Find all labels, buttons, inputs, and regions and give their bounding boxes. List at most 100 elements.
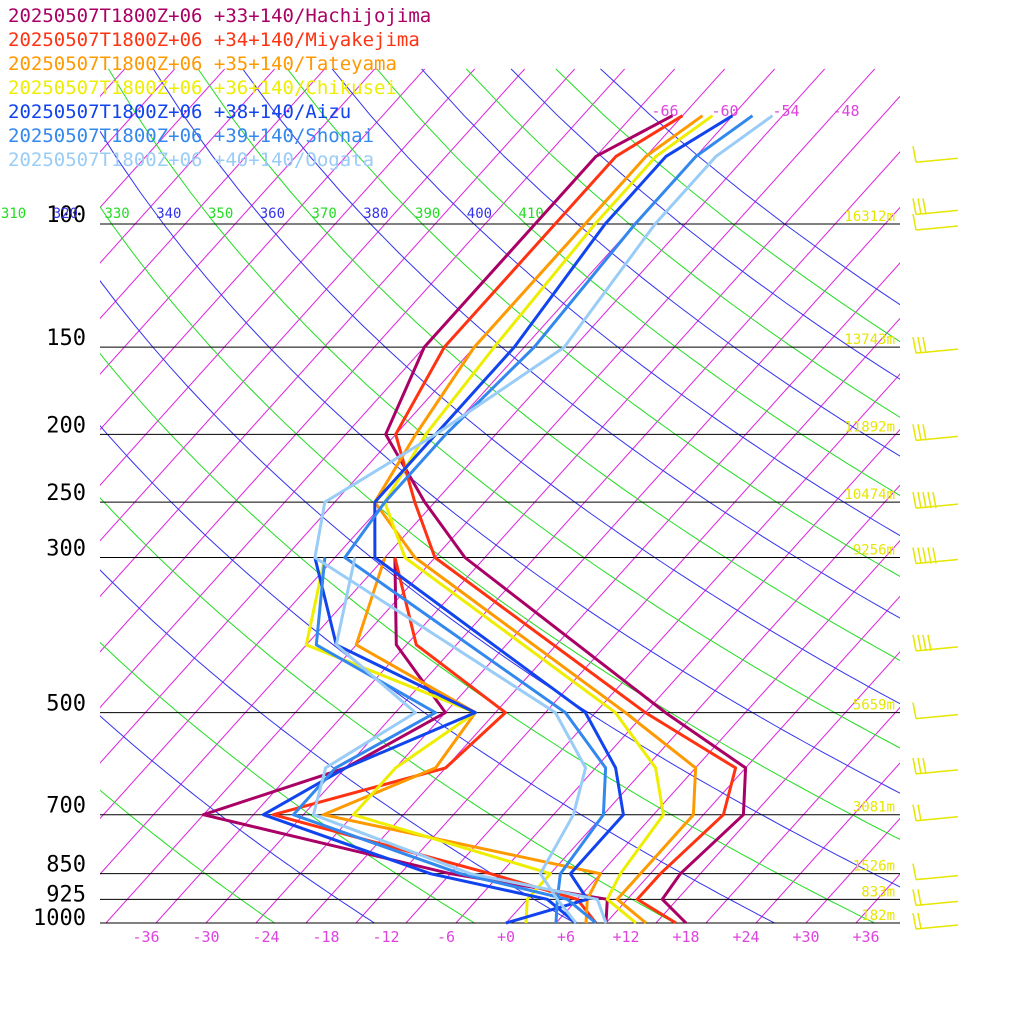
wind-barb-shaft (915, 503, 959, 509)
height-label: 1526m (853, 859, 895, 875)
isotherm-line (0, 69, 25, 923)
theta-label: 400 (467, 206, 492, 222)
isotherm-line (100, 68, 826, 875)
pressure-label: 700 (46, 794, 86, 819)
dry-adiabat-line (197, 68, 900, 662)
isotherm-line (100, 68, 426, 431)
isotherm-line (105, 68, 876, 923)
temperature-tick-label: -18 (312, 928, 339, 946)
temperature-profile-line (394, 114, 738, 925)
height-label: 833m (861, 884, 895, 900)
isotherm-line (805, 817, 900, 923)
wind-barb-shaft (915, 558, 959, 565)
wind-barb-shaft (915, 225, 959, 231)
wind-barb-flag (917, 547, 922, 564)
wind-barb-flag (922, 492, 927, 509)
isotherm-line (405, 373, 900, 923)
wind-barb-flag (912, 146, 917, 163)
wind-barb-flag (917, 634, 922, 651)
isotherm-line (100, 68, 576, 598)
theta-label: 330 (104, 206, 129, 222)
legend-entry: 20250507T1800Z+06 +40+140/Oogata (8, 149, 375, 171)
temperature-profile-line (343, 114, 754, 924)
isotherm-line (455, 428, 900, 923)
legend: 20250507T1800Z+06 +33+140/Hachijojima 202… (8, 4, 431, 172)
wind-barb-shaft (915, 209, 959, 216)
dewpoint-profile-line (291, 557, 597, 925)
isotherm-line (100, 68, 276, 264)
wind-barb-flag (917, 424, 922, 441)
wind-barb-flag (912, 912, 917, 930)
legend-entry: 20250507T1800Z+06 +38+140/Aizu (8, 101, 352, 123)
wind-barb-flag (912, 547, 917, 564)
temperature-tick-label: +12 (612, 928, 639, 946)
height-label: 13743m (844, 332, 895, 348)
isotherm-line (605, 595, 900, 923)
dry-adiabat-line (100, 130, 900, 794)
theta-label: 380 (363, 206, 388, 222)
legend-entry: 20250507T1800Z+06 +39+140/Shonai (8, 125, 375, 147)
theta-label: 310 (1, 206, 26, 222)
pressure-label: 300 (46, 537, 86, 562)
dry-adiabat-line (152, 68, 900, 705)
wind-barb-shaft (915, 348, 959, 354)
isotherm-line (100, 68, 326, 320)
dry-adiabat-line (242, 68, 900, 619)
temperature-tick-label: +18 (672, 928, 699, 946)
theta-label: 410 (519, 206, 544, 222)
isotherm-line (655, 651, 900, 923)
upper-temperature-tick-label: -48 (832, 102, 859, 120)
wind-barb-flag (912, 492, 917, 509)
wind-barb-flag (912, 634, 917, 651)
wind-barb-flag (912, 757, 917, 775)
theta-label: 370 (311, 206, 336, 222)
wind-barb-flag (912, 198, 917, 215)
temperature-tick-label: +30 (792, 928, 819, 946)
temperature-tick-label: -12 (372, 928, 399, 946)
upper-temperature-tick-label: -66 (651, 102, 678, 120)
wind-barb-shaft (915, 900, 959, 907)
legend-entry: 20250507T1800Z+06 +36+140/Chikusei (8, 77, 397, 99)
temperature-profile-line (313, 114, 774, 924)
isotherm-line (705, 706, 900, 923)
wind-barb-flag (912, 213, 917, 231)
wind-barb-flag (922, 757, 927, 775)
temperature-tick-label: +24 (732, 928, 759, 946)
pressure-label: 500 (46, 692, 86, 717)
height-label: 16312m (844, 209, 895, 225)
pressure-label: 100 (46, 203, 86, 228)
wind-barb-flag (932, 547, 937, 564)
wind-barb-flag (927, 634, 932, 651)
wind-barbs (912, 146, 959, 930)
isotherm-line (755, 762, 900, 923)
pressure-label: 250 (46, 481, 86, 506)
wind-barb-flag (927, 492, 932, 509)
temperature-tick-label: +6 (557, 928, 575, 946)
wind-barb-flag (922, 547, 927, 564)
dry-adiabat-line (100, 789, 275, 923)
temperature-tick-label: +0 (497, 928, 515, 946)
wind-barb-shaft (915, 646, 959, 652)
wind-barb-shaft (915, 713, 959, 720)
temperature-tick-label: -36 (132, 928, 159, 946)
pressure-label: 150 (46, 326, 86, 351)
wind-barb-flag (922, 198, 927, 215)
upper-temperature-tick-label: -54 (772, 102, 799, 120)
isotherm-line (100, 68, 626, 653)
isotherm-line (1006, 69, 1024, 923)
dry-adiabat-line (100, 569, 575, 923)
wind-barb-flag (927, 547, 932, 564)
dewpoint-profile-line (261, 557, 577, 925)
profiles (201, 114, 774, 925)
theta-label: 350 (208, 206, 233, 222)
isotherm-line (100, 68, 526, 542)
isotherm-line (355, 317, 900, 923)
temperature-tick-label: -24 (252, 928, 279, 946)
dry-adiabat-line (100, 715, 375, 923)
dry-adiabat-line (287, 68, 900, 577)
temperature-tick-label: -6 (437, 928, 455, 946)
height-label: 3081m (853, 800, 895, 816)
theta-label: 320 (53, 206, 78, 222)
dewpoint-profile-line (271, 557, 598, 924)
pressure-label: 1000 (33, 906, 86, 931)
